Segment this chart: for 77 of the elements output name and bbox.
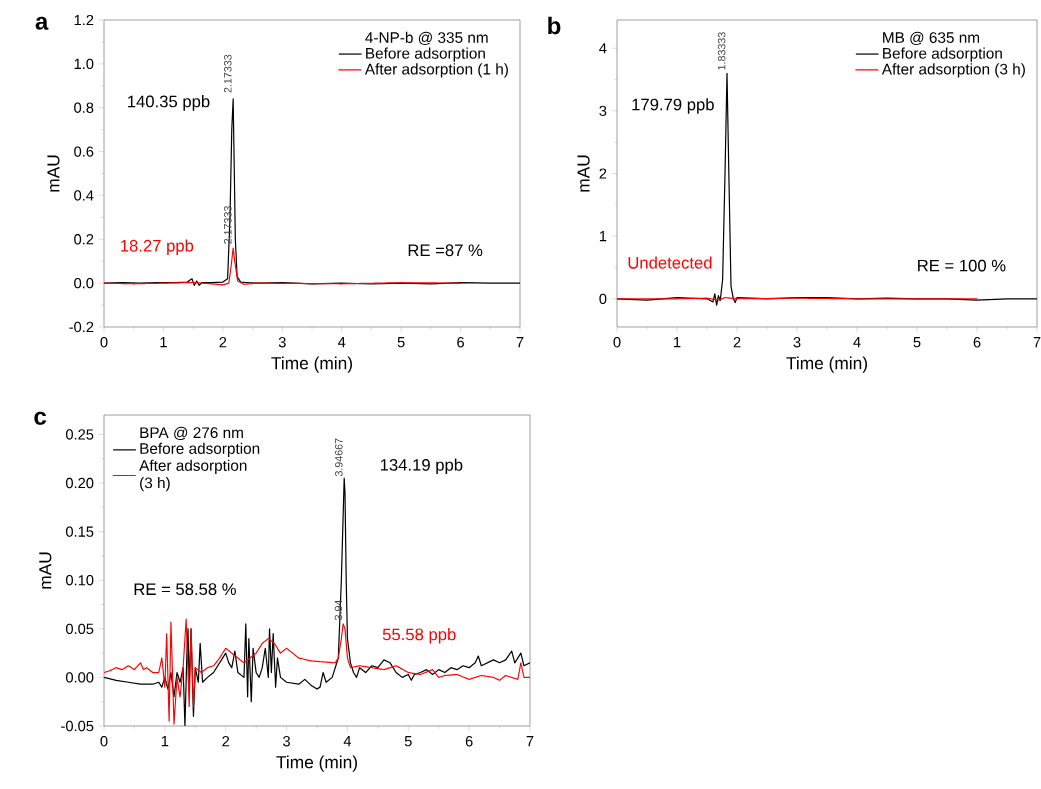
x-tick-label: 3	[283, 736, 290, 747]
x-tick-label: 4	[337, 337, 346, 348]
x-tick-label: 4	[343, 736, 352, 747]
annotation: 55.58 ppb	[382, 628, 456, 644]
x-tick-label: 2	[733, 337, 741, 348]
y-tick-label: 0.15	[65, 526, 94, 537]
chart-title: c	[34, 411, 47, 425]
x-tick-label: 0	[100, 736, 108, 747]
chart-title: b	[548, 16, 561, 35]
x-tick-label: 6	[973, 337, 981, 348]
x-tick-label: 7	[1033, 337, 1041, 348]
chart-title: a	[35, 16, 49, 30]
annotation: 2.17333	[224, 54, 232, 93]
x-tick-label: 2	[219, 337, 227, 348]
y-tick-label: 1.2	[74, 14, 94, 26]
x-tick-label: 6	[457, 337, 464, 348]
legend-label: After adsorption (3 h)	[881, 63, 1025, 78]
annotation: 3.94	[334, 599, 343, 621]
y-tick-label: 2	[599, 168, 607, 179]
x-tick-label: 6	[465, 736, 473, 747]
annotation: RE = 100 %	[918, 259, 1006, 272]
y-axis-title: mAU	[577, 155, 590, 192]
y-tick-label: -0.2	[69, 321, 94, 333]
y-axis-title: mAU	[39, 552, 52, 589]
y-tick-label: 0.00	[65, 672, 94, 683]
x-tick-label: 5	[913, 337, 921, 348]
legend-label: After adsorption (3 h)	[139, 459, 247, 492]
annotation: 134.19 ppb	[380, 458, 463, 475]
x-tick-label: 7	[516, 337, 524, 348]
annotation: 2.17333	[224, 206, 232, 244]
legend-title: 4-NP-b @ 335 nm	[365, 31, 488, 45]
annotation: 140.35 ppb	[128, 95, 210, 111]
y-tick-label: 0.0	[74, 277, 94, 289]
line-series	[104, 618, 530, 725]
y-tick-label: 3	[599, 105, 607, 117]
y-tick-label: 0.4	[74, 190, 94, 201]
annotation: RE = 58.58 %	[134, 583, 236, 596]
y-tick-label: 0.2	[74, 234, 94, 245]
x-tick-label: 7	[526, 736, 534, 747]
legend-label: Before adsorption	[883, 47, 1002, 62]
x-tick-label: 3	[278, 337, 286, 348]
x-tick-label: 5	[397, 337, 405, 348]
y-tick-label: 1.0	[74, 58, 94, 70]
y-axis-title: mAU	[47, 155, 60, 192]
x-tick-label: 1	[160, 337, 167, 348]
legend-title: MB @ 635 nm	[883, 31, 980, 45]
legend-label: Before adsorption	[366, 47, 485, 62]
x-axis-title: Time (min)	[276, 755, 357, 772]
y-tick-label: -0.05	[61, 720, 94, 732]
y-tick-label: 0.6	[74, 146, 94, 157]
legend-title: BPA @ 276 nm	[140, 426, 243, 441]
x-tick-label: 5	[404, 736, 412, 747]
x-tick-label: 0	[100, 337, 108, 348]
y-tick-label: 1	[599, 231, 607, 242]
annotation: 3.94667	[335, 438, 343, 477]
annotation: 18.27 ppb	[121, 239, 194, 255]
annotation: Undetected	[628, 256, 712, 269]
y-tick-label: 4	[599, 43, 607, 54]
y-tick-label: 0	[599, 293, 607, 304]
x-tick-label: 0	[613, 337, 621, 348]
y-tick-label: 0.10	[65, 575, 94, 586]
annotation: RE =87 %	[408, 244, 483, 257]
y-tick-label: 0.8	[74, 102, 94, 113]
legend-label: Before adsorption	[140, 442, 260, 458]
x-tick-label: 2	[222, 736, 230, 747]
legend-label: After adsorption (1 h)	[364, 63, 508, 78]
annotation: 179.79 ppb	[632, 98, 714, 114]
x-axis-title: Time (min)	[271, 356, 352, 373]
x-tick-label: 1	[674, 337, 681, 348]
x-tick-label: 4	[853, 337, 861, 348]
y-tick-label: 0.25	[65, 429, 94, 440]
annotation: 1.83333	[717, 32, 726, 70]
x-tick-label: 3	[793, 337, 801, 348]
x-axis-title: Time (min)	[786, 356, 867, 373]
y-tick-label: 0.05	[65, 623, 94, 635]
y-tick-label: 0.20	[65, 477, 94, 489]
x-tick-label: 1	[161, 736, 169, 747]
